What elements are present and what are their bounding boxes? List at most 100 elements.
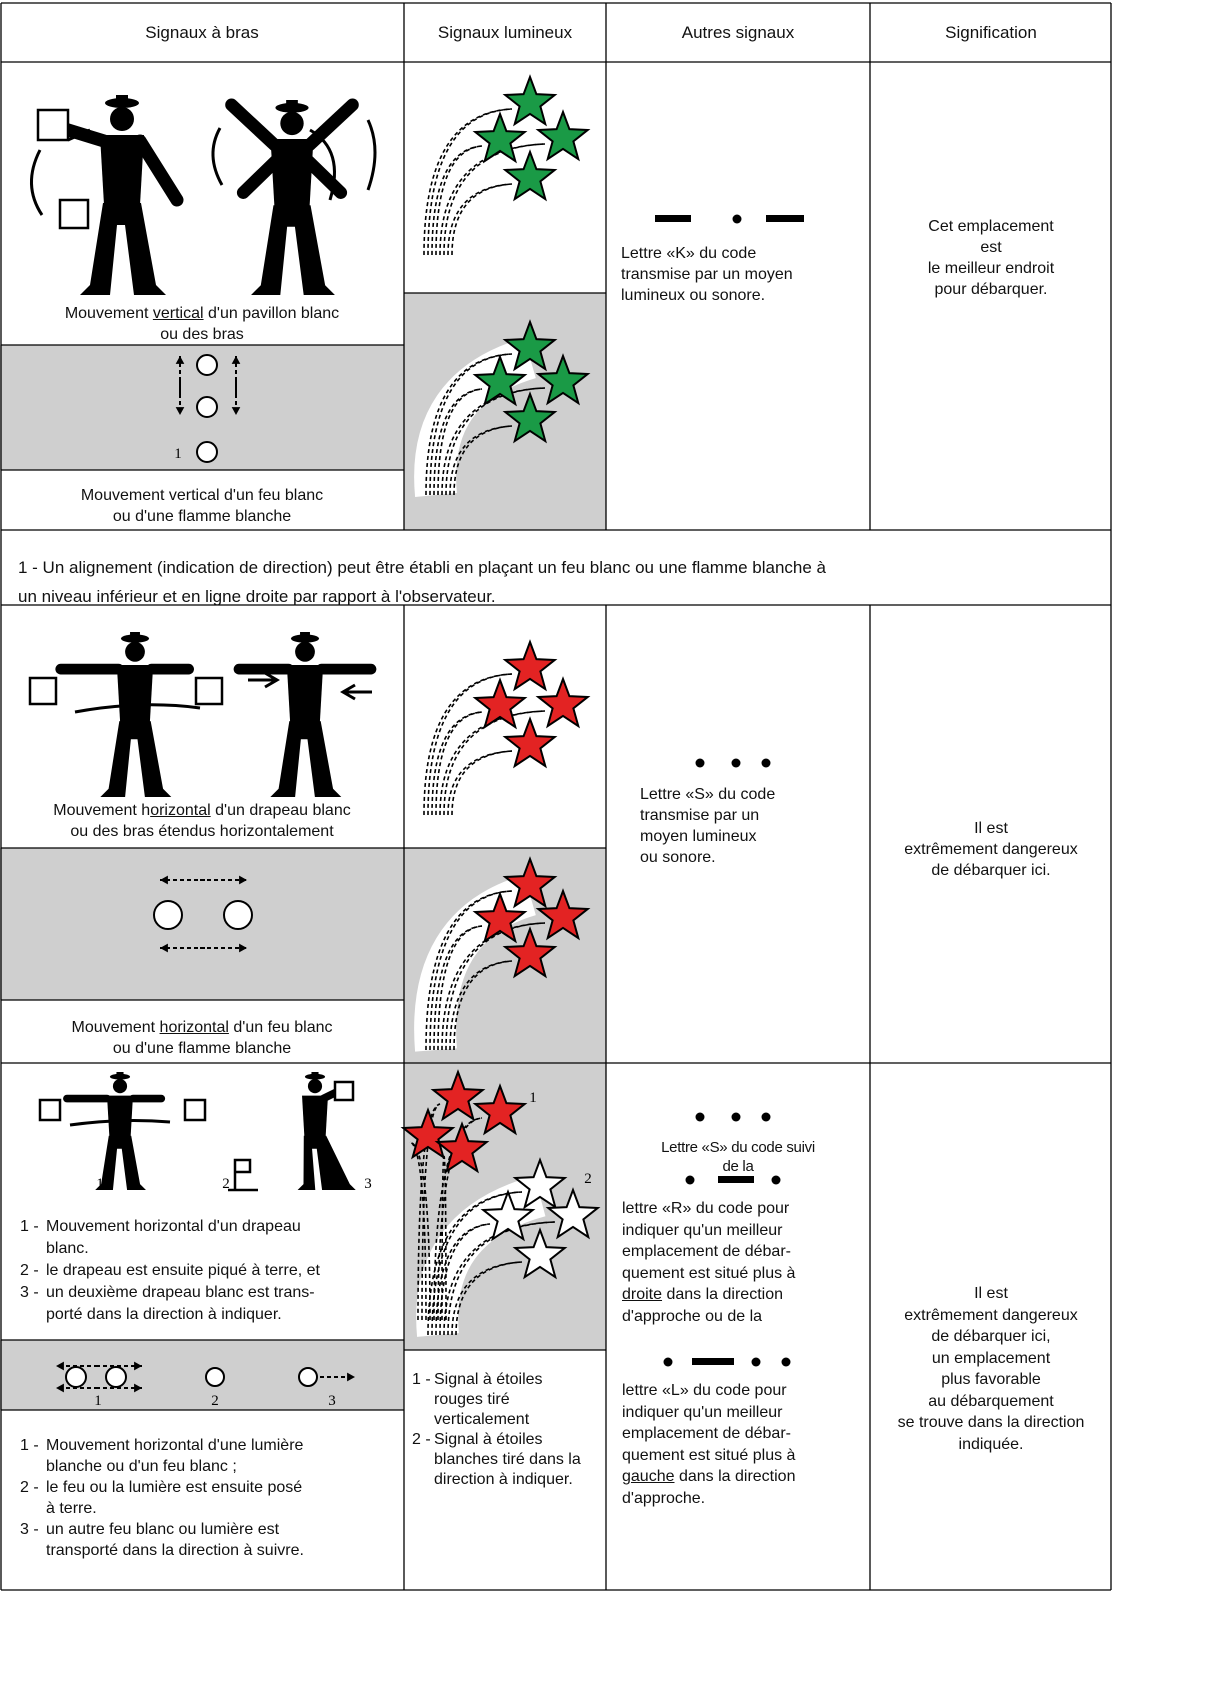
text-line: ou d'une flamme blanche — [112, 508, 292, 525]
star — [502, 639, 558, 692]
column-header: Signaux lumineux — [437, 23, 573, 42]
text-line: plus favorable — [941, 1371, 1041, 1388]
arrow-head — [160, 943, 168, 953]
text-line: Mouvement vertical d'un feu blanc — [80, 487, 324, 504]
arrow-head — [175, 407, 185, 415]
morse-dot — [731, 1112, 741, 1122]
star — [535, 109, 591, 162]
hat — [116, 95, 128, 103]
step-line: un autre feu blanc ou lumière est — [46, 1521, 280, 1538]
text-line: un niveau inférieur et en ligne droite p… — [18, 587, 496, 606]
step-line: Mouvement horizontal d'un drapeau — [46, 1218, 301, 1235]
trail — [451, 1261, 523, 1336]
light — [196, 441, 218, 463]
text-block: lettre «L» du code pour indiquer qu'un me… — [622, 1380, 862, 1509]
arrow-head — [56, 1361, 64, 1371]
trail — [445, 922, 546, 1051]
text-block: Mouvement horizontal d'un feu blanc ou d'… — [0, 1017, 404, 1059]
arrow-head — [175, 356, 185, 364]
underlined-word: orizontal — [150, 802, 211, 819]
text-segment: Mouvement — [71, 1019, 160, 1036]
trail — [441, 387, 546, 496]
head — [112, 1079, 128, 1094]
light — [223, 900, 253, 930]
motion-arrow — [69, 1119, 171, 1127]
trail — [443, 710, 546, 816]
morse-dot — [751, 1357, 761, 1367]
trail — [417, 1103, 441, 1321]
light — [105, 1366, 127, 1388]
text-line: pour débarquer. — [934, 281, 1048, 298]
trail — [455, 1261, 523, 1336]
trail — [443, 1155, 447, 1321]
text-segment: d'un pavillon blanc — [203, 305, 340, 322]
text-block: Lettre «S» du code suivi de la — [606, 1138, 870, 1176]
flag — [183, 1098, 207, 1122]
text-line: Mouvement horizontal d'un drapeau blanc — [0, 800, 404, 821]
legs — [270, 721, 342, 797]
arm — [303, 98, 359, 152]
step-line: blanc. — [46, 1240, 89, 1257]
text-line: indiquer qu'un meilleur — [622, 1403, 783, 1421]
light — [196, 396, 218, 418]
arrow-head — [231, 356, 241, 364]
morse-dot — [771, 1175, 781, 1185]
text-block: Mouvement horizontal d'un drapeau blanc o… — [0, 800, 404, 842]
text-line: d'approche. — [622, 1489, 706, 1507]
morse-dot — [781, 1357, 791, 1367]
trail — [439, 1223, 491, 1336]
head — [280, 111, 304, 136]
step: 2 - Signal à étoiles blanches tiré dans la… — [412, 1430, 602, 1490]
trail — [447, 750, 513, 816]
star — [400, 1107, 456, 1160]
head — [125, 641, 145, 662]
arm — [236, 152, 285, 199]
trail — [445, 387, 546, 496]
text-line: lettre «L» du code pour — [622, 1382, 787, 1399]
hat — [116, 1072, 124, 1077]
trail — [429, 353, 513, 496]
trail — [451, 183, 513, 256]
star — [502, 391, 558, 444]
text-line: d'approche ou de la — [622, 1307, 763, 1325]
flag — [38, 1098, 62, 1122]
arm — [299, 152, 348, 199]
head — [307, 1079, 323, 1094]
star — [545, 1187, 601, 1240]
text-line: transmise par un — [640, 807, 760, 824]
trail — [427, 673, 513, 816]
arrow — [248, 671, 372, 701]
text-line: extrêmement dangereux — [904, 1306, 1078, 1324]
arrow-head — [347, 1372, 355, 1382]
step-line: blanche ou d'un feu blanc ; — [46, 1458, 237, 1475]
torso — [107, 1095, 133, 1137]
flag — [28, 676, 58, 706]
step-list: 1 - Mouvement horizontal d'une lumière bla… — [20, 1435, 400, 1561]
arrow-head — [239, 875, 247, 885]
text-block: Mouvement vertical d'un feu blanc ou d'un… — [0, 485, 404, 527]
trail — [429, 890, 513, 1051]
step-number: 2 - — [412, 1431, 431, 1448]
morse-dot — [761, 1112, 771, 1122]
step-line: Signal à étoiles — [434, 1431, 543, 1448]
torso — [100, 135, 144, 205]
trail — [425, 890, 513, 1051]
morse-dot — [685, 1175, 695, 1185]
trail — [449, 425, 513, 496]
step-line: rouges tiré — [434, 1391, 510, 1408]
light — [205, 1367, 225, 1387]
step: 2 - le drapeau est ensuite piqué à terre,… — [20, 1260, 400, 1282]
step-line: Mouvement horizontal d'une lumière — [46, 1437, 304, 1454]
figure-label: 3 — [328, 1393, 336, 1409]
figure-label: 3 — [364, 1176, 372, 1192]
trail — [409, 1141, 427, 1321]
morse-dash — [655, 215, 691, 222]
motion-arrow — [211, 127, 224, 186]
light — [298, 1367, 318, 1387]
underlined-word: vertical — [152, 305, 204, 322]
text-segment: dans la direction — [662, 1286, 783, 1303]
morse-dash — [692, 1358, 734, 1365]
star — [472, 891, 528, 944]
text-line: de la — [722, 1158, 754, 1175]
